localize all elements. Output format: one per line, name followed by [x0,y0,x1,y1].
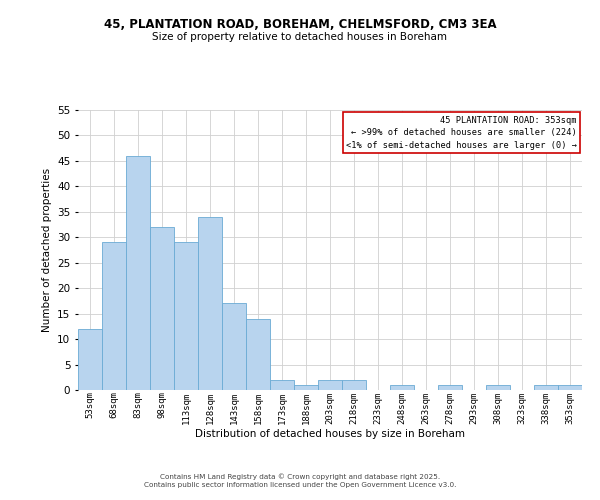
Bar [102,242,126,390]
X-axis label: Distribution of detached houses by size in Boreham: Distribution of detached houses by size … [195,429,465,439]
Bar [318,380,342,390]
Bar [270,380,294,390]
Bar [534,385,558,390]
Text: 45 PLANTATION ROAD: 353sqm
← >99% of detached houses are smaller (224)
<1% of se: 45 PLANTATION ROAD: 353sqm ← >99% of det… [346,116,577,150]
Bar [486,385,510,390]
Text: 45, PLANTATION ROAD, BOREHAM, CHELMSFORD, CM3 3EA: 45, PLANTATION ROAD, BOREHAM, CHELMSFORD… [104,18,496,30]
Bar [390,385,414,390]
Bar [198,217,222,390]
Bar [438,385,462,390]
Y-axis label: Number of detached properties: Number of detached properties [41,168,52,332]
Bar [150,227,174,390]
Bar [246,318,270,390]
Text: Size of property relative to detached houses in Boreham: Size of property relative to detached ho… [152,32,448,42]
Bar [126,156,150,390]
Bar [78,329,102,390]
Bar [174,242,198,390]
Bar [222,304,246,390]
Bar [342,380,366,390]
Bar [558,385,582,390]
Bar [294,385,318,390]
Text: Contains HM Land Registry data © Crown copyright and database right 2025.
Contai: Contains HM Land Registry data © Crown c… [144,473,456,488]
